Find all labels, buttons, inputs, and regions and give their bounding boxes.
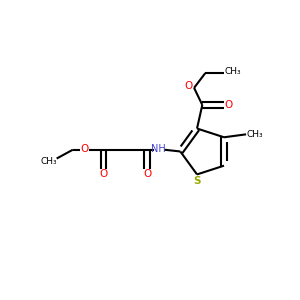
Text: O: O: [184, 80, 193, 91]
Text: O: O: [143, 169, 151, 179]
Text: O: O: [224, 100, 232, 110]
Text: O: O: [80, 143, 88, 154]
Text: NH: NH: [152, 143, 166, 154]
Text: O: O: [100, 169, 108, 179]
Text: S: S: [193, 176, 201, 186]
Text: CH₃: CH₃: [247, 130, 263, 139]
Text: CH₃: CH₃: [224, 68, 241, 76]
Text: CH₃: CH₃: [40, 157, 57, 166]
